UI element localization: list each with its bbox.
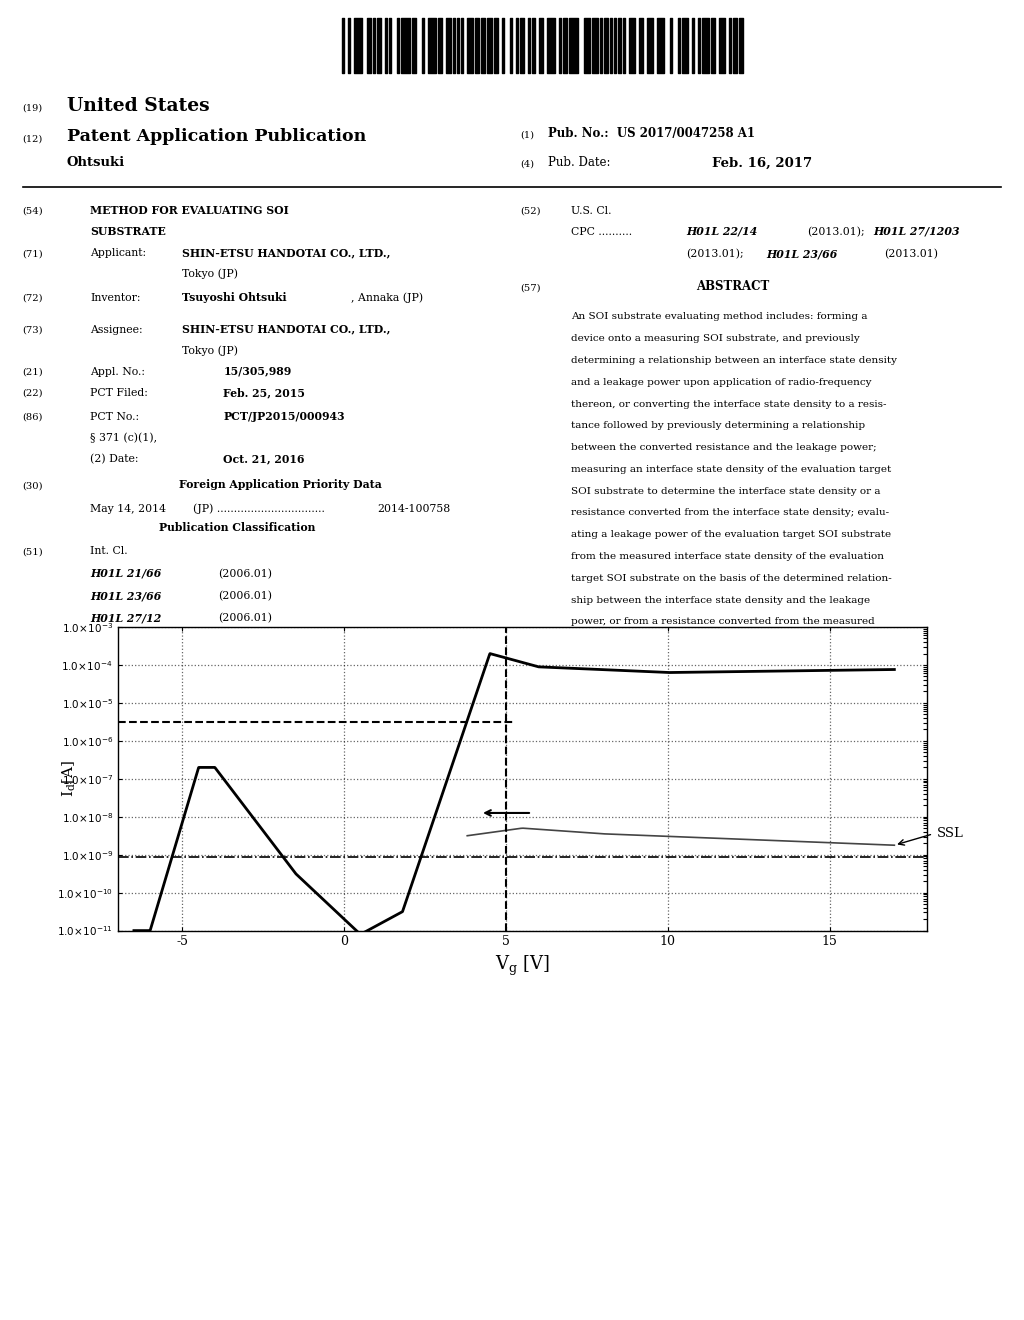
Text: and a leakage power upon application of radio-frequency: and a leakage power upon application of … (571, 378, 871, 387)
Text: U.S. Cl.: U.S. Cl. (571, 206, 612, 216)
Text: Patent Application Publication: Patent Application Publication (67, 128, 366, 145)
Text: from the measured interface state density of the evaluation: from the measured interface state densit… (571, 552, 885, 561)
Text: SUBSTRATE: SUBSTRATE (90, 226, 166, 238)
Text: measuring an interface state density of the evaluation target: measuring an interface state density of … (571, 465, 892, 474)
Text: (30): (30) (23, 482, 43, 491)
Text: target SOI substrate on the basis of the determined relation-: target SOI substrate on the basis of the… (571, 574, 892, 583)
Text: (52): (52) (520, 207, 541, 216)
Text: ating a leakage power of the evaluation target SOI substrate: ating a leakage power of the evaluation … (571, 531, 892, 540)
Text: (2013.01): (2013.01) (884, 249, 938, 260)
Text: Appl. No.:: Appl. No.: (90, 367, 145, 378)
Text: (73): (73) (23, 326, 43, 335)
Text: H01L 23/66: H01L 23/66 (90, 590, 162, 602)
Text: H01L 21/66: H01L 21/66 (90, 568, 162, 579)
Text: H01L 22/14: H01L 22/14 (686, 226, 758, 238)
Text: (51): (51) (23, 548, 43, 557)
Text: H01L 23/66: H01L 23/66 (766, 248, 838, 260)
Text: METHOD FOR EVALUATING SOI: METHOD FOR EVALUATING SOI (90, 205, 289, 216)
Text: (2006.01): (2006.01) (218, 569, 272, 579)
Text: PCT No.:: PCT No.: (90, 412, 139, 422)
Text: CPC ..........: CPC .......... (571, 227, 633, 238)
Text: (2006.01): (2006.01) (218, 591, 272, 602)
Text: Int. Cl.: Int. Cl. (90, 546, 128, 557)
Text: Applicant:: Applicant: (90, 248, 146, 259)
Text: Tokyo (JP): Tokyo (JP) (182, 346, 239, 356)
Text: SSL: SSL (936, 828, 964, 841)
Text: resistance and leakage power.: resistance and leakage power. (571, 682, 731, 692)
Text: 2014-100758: 2014-100758 (377, 504, 451, 515)
Text: SOI substrate to determine the interface state density or a: SOI substrate to determine the interface… (571, 487, 881, 496)
Text: Publication Classification: Publication Classification (159, 521, 315, 533)
Text: between the converted resistance and the leakage power;: between the converted resistance and the… (571, 444, 877, 453)
Text: Pub. No.:  US 2017/0047258 A1: Pub. No.: US 2017/0047258 A1 (548, 127, 755, 140)
Text: PCT/JP2015/000943: PCT/JP2015/000943 (223, 411, 345, 422)
Text: ship between the interface state density and the leakage: ship between the interface state density… (571, 595, 870, 605)
Text: Tsuyoshi Ohtsuki: Tsuyoshi Ohtsuki (182, 292, 287, 304)
Text: (21): (21) (23, 368, 43, 378)
Text: Pub. Date:: Pub. Date: (548, 156, 610, 169)
Text: (2006.01): (2006.01) (218, 614, 272, 624)
Text: (72): (72) (23, 294, 43, 304)
Text: (71): (71) (23, 249, 43, 259)
Text: United States: United States (67, 96, 209, 115)
Text: Oct. 21, 2016: Oct. 21, 2016 (223, 453, 305, 465)
Text: (57): (57) (520, 284, 541, 293)
Text: , Annaka (JP): , Annaka (JP) (351, 293, 423, 304)
Text: PCT Filed:: PCT Filed: (90, 388, 148, 399)
Text: Assignee:: Assignee: (90, 325, 142, 335)
Text: (4): (4) (520, 160, 535, 169)
Text: (2013.01);: (2013.01); (686, 249, 743, 260)
Text: May 14, 2014: May 14, 2014 (90, 504, 166, 515)
Text: resistance converted from the interface state density; evalu-: resistance converted from the interface … (571, 508, 890, 517)
Text: An SOI substrate evaluating method includes: forming a: An SOI substrate evaluating method inclu… (571, 313, 868, 322)
Text: device onto a measuring SOI substrate, and previously: device onto a measuring SOI substrate, a… (571, 334, 860, 343)
Text: (54): (54) (23, 207, 43, 216)
Text: Tokyo (JP): Tokyo (JP) (182, 269, 239, 280)
Text: (19): (19) (23, 104, 43, 114)
Text: interface state density of the evaluation target SOI substrate: interface state density of the evaluatio… (571, 639, 893, 648)
Text: tance followed by previously determining a relationship: tance followed by previously determining… (571, 421, 865, 430)
Text: (86): (86) (23, 413, 43, 422)
Text: determining a relationship between an interface state density: determining a relationship between an in… (571, 356, 897, 366)
Text: § 371 (c)(1),: § 371 (c)(1), (90, 433, 158, 444)
Text: Foreign Application Priority Data: Foreign Application Priority Data (179, 479, 382, 491)
Text: Feb. 16, 2017: Feb. 16, 2017 (712, 156, 812, 169)
Text: (2) Date:: (2) Date: (90, 454, 138, 465)
Text: on the basis of the determined relationship between the: on the basis of the determined relations… (571, 661, 867, 671)
Text: (1): (1) (520, 131, 535, 140)
Text: 15/305,989: 15/305,989 (223, 366, 292, 378)
Text: (12): (12) (23, 135, 43, 144)
Text: (22): (22) (23, 389, 43, 399)
Text: H01L 27/12: H01L 27/12 (90, 612, 162, 624)
Text: SHIN-ETSU HANDOTAI CO., LTD.,: SHIN-ETSU HANDOTAI CO., LTD., (182, 247, 390, 259)
Text: thereon, or converting the interface state density to a resis-: thereon, or converting the interface sta… (571, 400, 887, 409)
Text: H01L 27/1203: H01L 27/1203 (873, 226, 961, 238)
Text: ABSTRACT: ABSTRACT (696, 280, 770, 293)
Text: Feb. 25, 2015: Feb. 25, 2015 (223, 387, 305, 399)
Text: (JP) ................................: (JP) ................................ (193, 504, 325, 515)
Text: $\mathregular{V_g}$ [V]: $\mathregular{V_g}$ [V] (495, 954, 550, 978)
Text: SHIN-ETSU HANDOTAI CO., LTD.,: SHIN-ETSU HANDOTAI CO., LTD., (182, 323, 390, 335)
Text: (2013.01);: (2013.01); (807, 227, 864, 238)
Text: $\mathregular{I_d}$[A]: $\mathregular{I_d}$[A] (61, 760, 78, 797)
Text: power, or from a resistance converted from the measured: power, or from a resistance converted fr… (571, 618, 876, 627)
Text: Ohtsuki: Ohtsuki (67, 156, 125, 169)
Text: Inventor:: Inventor: (90, 293, 140, 304)
